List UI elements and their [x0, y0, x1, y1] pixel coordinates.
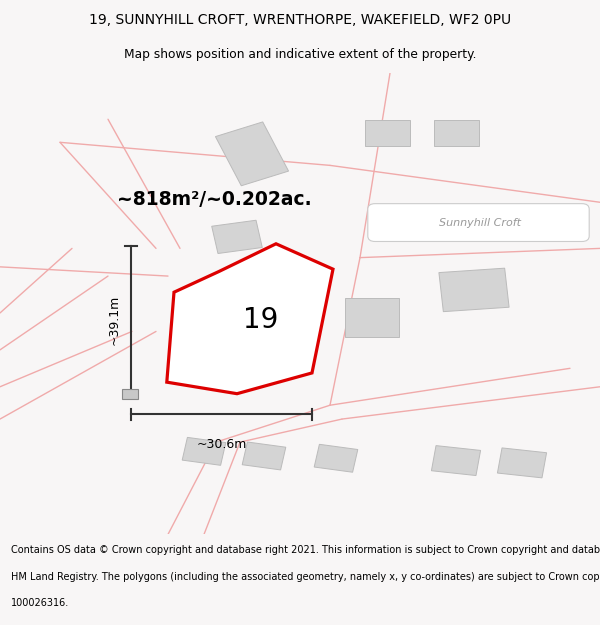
- Text: 19: 19: [244, 306, 278, 334]
- Polygon shape: [497, 448, 547, 478]
- Text: HM Land Registry. The polygons (including the associated geometry, namely x, y c: HM Land Registry. The polygons (includin…: [11, 571, 600, 581]
- Polygon shape: [242, 442, 286, 470]
- Bar: [122, 389, 138, 399]
- Polygon shape: [186, 302, 258, 357]
- Text: ~39.1m: ~39.1m: [107, 295, 121, 345]
- Polygon shape: [345, 298, 399, 338]
- Text: 19, SUNNYHILL CROFT, WRENTHORPE, WAKEFIELD, WF2 0PU: 19, SUNNYHILL CROFT, WRENTHORPE, WAKEFIE…: [89, 14, 511, 28]
- Polygon shape: [167, 244, 333, 394]
- Polygon shape: [314, 444, 358, 472]
- Polygon shape: [433, 121, 479, 146]
- Polygon shape: [431, 446, 481, 476]
- Text: 100026316.: 100026316.: [11, 598, 69, 608]
- Polygon shape: [212, 220, 262, 254]
- Text: Sunnyhill Croft: Sunnyhill Croft: [439, 218, 521, 228]
- Text: ~818m²/~0.202ac.: ~818m²/~0.202ac.: [117, 191, 311, 209]
- Polygon shape: [439, 268, 509, 312]
- Polygon shape: [215, 122, 289, 186]
- Text: ~30.6m: ~30.6m: [196, 438, 247, 451]
- Text: Map shows position and indicative extent of the property.: Map shows position and indicative extent…: [124, 48, 476, 61]
- Text: Contains OS data © Crown copyright and database right 2021. This information is : Contains OS data © Crown copyright and d…: [11, 545, 600, 555]
- Polygon shape: [365, 121, 409, 146]
- Polygon shape: [182, 438, 226, 465]
- FancyBboxPatch shape: [368, 204, 589, 241]
